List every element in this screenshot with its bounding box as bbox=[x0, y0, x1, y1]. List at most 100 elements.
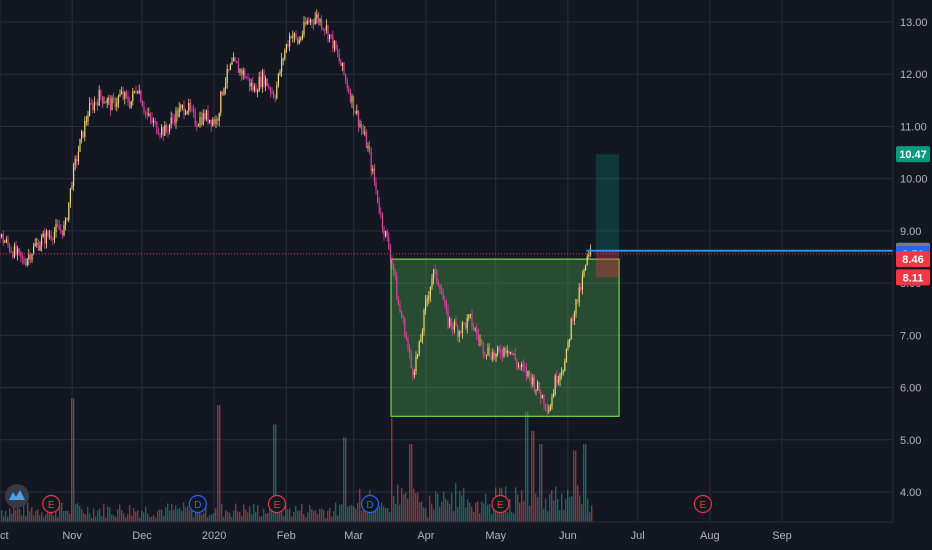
volume-bar bbox=[357, 502, 359, 522]
volume-bar bbox=[63, 510, 65, 522]
candle-body bbox=[285, 44, 287, 51]
candle-body bbox=[407, 339, 409, 347]
candle-body bbox=[562, 370, 564, 374]
volume-bar bbox=[359, 488, 361, 522]
y-tick-label: 12.00 bbox=[900, 69, 928, 81]
volume-bar bbox=[579, 495, 581, 522]
volume-bar bbox=[213, 513, 215, 522]
candle-body bbox=[151, 118, 153, 123]
volume-bar bbox=[409, 444, 411, 522]
candle-body bbox=[277, 73, 279, 86]
volume-bar bbox=[167, 503, 169, 522]
candle-body bbox=[90, 103, 92, 104]
volume-bar bbox=[529, 505, 531, 522]
volume-bar bbox=[401, 487, 403, 522]
candle-body bbox=[282, 58, 284, 60]
volume-bar bbox=[553, 500, 555, 522]
level-lines[interactable] bbox=[0, 249, 893, 255]
candle-body bbox=[130, 100, 132, 108]
volume-bar bbox=[339, 504, 341, 522]
volume-bar bbox=[241, 515, 243, 522]
volume-bar bbox=[121, 510, 123, 522]
candle-body bbox=[175, 110, 177, 124]
candle-body bbox=[457, 326, 459, 337]
candle-body bbox=[156, 121, 158, 134]
volume-bar bbox=[83, 512, 85, 522]
volume-bar bbox=[263, 508, 265, 522]
candle-body bbox=[324, 29, 326, 31]
volume-bar bbox=[119, 504, 121, 522]
candle-body bbox=[522, 364, 524, 367]
candle-body bbox=[74, 159, 76, 166]
candle-body bbox=[189, 102, 191, 110]
candle-body bbox=[484, 353, 486, 355]
volume-bar bbox=[365, 510, 367, 522]
candle-body bbox=[52, 238, 54, 240]
volume-bar bbox=[533, 431, 535, 522]
candle-body bbox=[81, 131, 83, 139]
tradingview-logo[interactable] bbox=[5, 484, 29, 508]
volume-bar bbox=[105, 517, 107, 522]
volume-bar bbox=[229, 512, 231, 522]
time-scale[interactable] bbox=[0, 522, 932, 550]
volume-bar bbox=[487, 504, 489, 522]
candle-body bbox=[145, 111, 147, 113]
candle-body bbox=[468, 314, 470, 319]
volume-bar bbox=[425, 508, 427, 522]
candle-body bbox=[337, 49, 339, 54]
x-axis-ticks: Oct Nov Dec 2020 Feb Mar Apr May Jun Jul Aug Sep bbox=[0, 530, 792, 542]
x-tick-label: Aug bbox=[700, 530, 720, 542]
candle-body bbox=[516, 359, 518, 366]
volume-bar bbox=[109, 507, 111, 522]
candle-body bbox=[207, 110, 209, 123]
candle-body bbox=[148, 113, 150, 116]
volume-bar bbox=[53, 515, 55, 522]
candle-body bbox=[191, 109, 193, 110]
volume-bar bbox=[203, 512, 205, 522]
candle-body bbox=[556, 375, 558, 383]
candle-body bbox=[423, 310, 425, 331]
candle-body bbox=[113, 98, 115, 100]
candle-body bbox=[65, 218, 67, 225]
volume-bar bbox=[541, 444, 543, 522]
candle-body bbox=[149, 113, 151, 119]
volume-bar bbox=[19, 509, 21, 522]
candle-body bbox=[569, 339, 571, 342]
candle-body bbox=[193, 109, 195, 112]
volume-bar bbox=[89, 513, 91, 522]
x-tick-label: Dec bbox=[132, 530, 152, 542]
volume-bar bbox=[255, 511, 257, 522]
candle-body bbox=[372, 168, 374, 172]
event-marker-label: E bbox=[274, 500, 281, 511]
volume-bar bbox=[513, 513, 515, 522]
volume-bar bbox=[481, 501, 483, 522]
candle-body bbox=[306, 20, 308, 25]
volume-bar bbox=[3, 516, 5, 522]
y-tick-label: 4.00 bbox=[900, 487, 921, 499]
volume-bar bbox=[73, 398, 75, 522]
volume-bar bbox=[151, 516, 153, 522]
candle-body bbox=[450, 318, 452, 327]
candle-body bbox=[477, 334, 479, 341]
volume-bar bbox=[483, 503, 485, 522]
candle-body bbox=[354, 111, 356, 114]
price-tag bbox=[896, 251, 930, 268]
candle-body bbox=[359, 124, 361, 127]
candle-body bbox=[141, 102, 143, 107]
volume-bar bbox=[165, 507, 167, 522]
volume-bar bbox=[127, 514, 129, 522]
candle-body bbox=[481, 340, 483, 343]
candle-body bbox=[532, 377, 534, 385]
candle-body bbox=[55, 224, 57, 233]
candle-body bbox=[474, 328, 476, 330]
candle-body bbox=[127, 95, 129, 103]
volume-bar bbox=[315, 510, 317, 522]
y-tick-label: 11.00 bbox=[900, 121, 927, 133]
volume-bar bbox=[421, 501, 423, 522]
candle-body bbox=[380, 212, 382, 214]
candle-body bbox=[7, 239, 9, 245]
volume-bar bbox=[17, 507, 19, 522]
volume-bar bbox=[547, 511, 549, 522]
